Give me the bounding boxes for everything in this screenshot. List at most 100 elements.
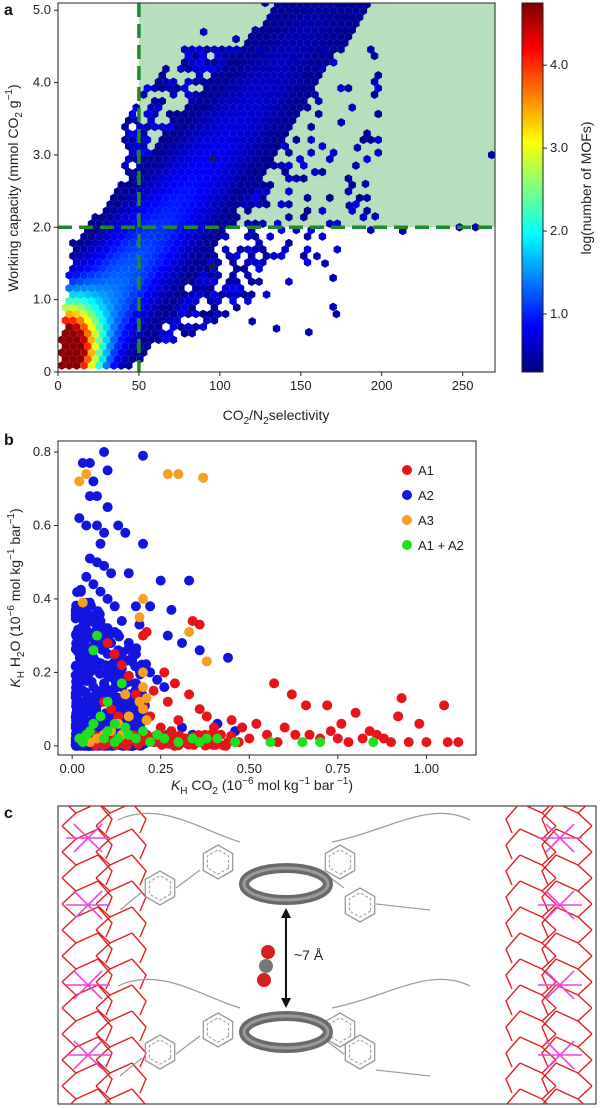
scatter-point [77, 458, 88, 468]
hexbin-cell [225, 174, 233, 183]
hexbin-cell [352, 200, 360, 209]
hexbin-cell [128, 174, 137, 183]
hexbin-cell [158, 264, 166, 274]
hexbin-cell [292, 32, 301, 41]
hexbin-cell [154, 232, 163, 241]
hexbin-cell [311, 64, 319, 74]
hexbin-cell [147, 154, 155, 164]
hexbin-cell [110, 193, 118, 203]
hexbin-cell [292, 45, 301, 54]
scatter-point [134, 612, 145, 623]
hexbin-cell [192, 245, 200, 254]
hexbin-cell [277, 135, 286, 145]
hexbin-cell [262, 161, 271, 170]
scatter-point [414, 718, 425, 729]
scatter-point [396, 693, 407, 704]
hexbin-cell [359, 6, 368, 16]
hexbin-cell [262, 71, 271, 80]
hexbin-cell [188, 212, 196, 222]
hexbin-cell [102, 283, 111, 293]
hexbin-cell [251, 77, 260, 87]
hexbin-cell [203, 187, 211, 196]
hexbin-cell [72, 258, 81, 267]
hexbin-cell [348, 180, 356, 190]
hexbin-cell [229, 283, 237, 293]
hexbin-cell [303, 38, 312, 48]
hexbin-cell [247, 58, 256, 67]
hexbin-cell [255, 277, 263, 286]
annotation-label: a [209, 150, 217, 165]
y-tick-label: 0 [44, 364, 51, 379]
hexbin-cell [236, 116, 245, 125]
scatter-point [70, 613, 81, 624]
hexbin-cell [329, 58, 338, 67]
scatter-point [244, 733, 255, 744]
hexbin-cell [225, 251, 233, 261]
hexbin-cell [76, 316, 85, 325]
hexbin-cell [195, 251, 204, 261]
hexbin-cell [158, 161, 166, 170]
hexbin-cell [307, 6, 315, 16]
hexbin-cell [91, 225, 99, 235]
scatter-point [95, 711, 106, 722]
hexbin-cell [281, 77, 289, 87]
hexbin-cell [102, 206, 111, 216]
hexbin-cell [318, 25, 327, 35]
hexbin-cell [311, 38, 319, 48]
hexbin-cell [240, 161, 248, 170]
hexbin-cell [229, 90, 237, 99]
hexbin-cell [210, 238, 219, 248]
hexbin-cell [203, 251, 211, 261]
hexbin-cell [247, 83, 256, 93]
aromatic-bond [148, 1039, 172, 1065]
hexbin-cell [207, 116, 215, 125]
hexbin-cell [72, 322, 81, 332]
hexbin-cell [117, 361, 125, 370]
hexbin-cell [285, 212, 293, 222]
hexbin-cell [151, 174, 159, 183]
hexbin-cell [169, 283, 178, 293]
hexbin-cell [84, 290, 92, 299]
hexbin-cell [125, 193, 133, 203]
hexbin-cell [247, 71, 256, 80]
hexbin-cell [214, 206, 222, 216]
hexbin-outlier [318, 63, 326, 73]
hexbin-cell [285, 45, 293, 54]
hexbin-cell [262, 290, 271, 299]
hexbin-cell [210, 45, 219, 54]
hexbin-cell [326, 3, 334, 9]
hexbin-cell [117, 271, 125, 280]
hexbin-cell [188, 251, 196, 261]
aromatic-bond [206, 849, 230, 875]
hexbin-cell [177, 64, 185, 74]
hexbin-cell [180, 212, 189, 222]
hexbin-cell [125, 271, 133, 280]
hexbin-cell [203, 174, 211, 183]
scatter-point [123, 711, 134, 722]
hexbin-cell [363, 193, 371, 203]
hexbin-cell [303, 77, 312, 87]
co2-oxygen-atom [261, 945, 275, 959]
y-tick-label: 2.0 [33, 219, 51, 234]
hexbin-cell [348, 3, 356, 9]
scatter-point [162, 469, 173, 480]
hexbin-cell [58, 335, 66, 345]
hexbin-cell [259, 154, 267, 164]
hexbin-cell [199, 77, 207, 87]
hexbin-cell [128, 212, 137, 222]
hexbin-cell [154, 258, 163, 267]
hexbin-cell [125, 167, 133, 177]
hexbin-cell [341, 25, 349, 35]
colorbar: 1.0 2.0 3.0 4.0 log(number of MOFs) [521, 2, 594, 373]
hexbin-cell [233, 174, 241, 183]
x-tick-label: 0 [54, 378, 61, 393]
hexbin-cell [311, 77, 319, 87]
hexbin-cell [259, 129, 267, 138]
legend-marker [402, 465, 412, 475]
hexbin-cell [314, 6, 323, 16]
hexbin-cell [173, 148, 181, 157]
hexbin-cell [195, 238, 204, 248]
hexbin-cell [240, 174, 248, 183]
scatter-point [173, 469, 184, 480]
hexbin-cell [184, 322, 193, 332]
